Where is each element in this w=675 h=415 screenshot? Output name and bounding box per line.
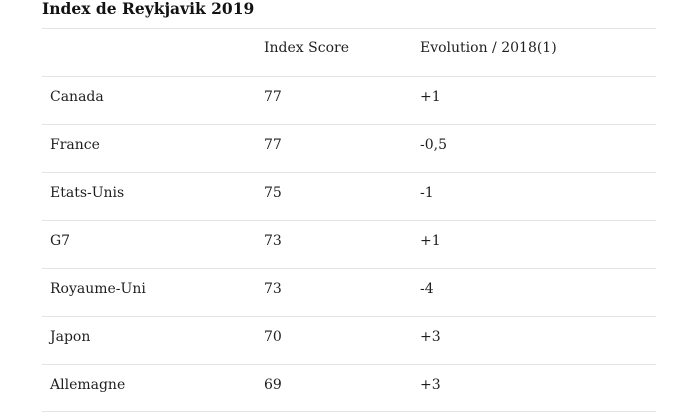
score-cell: 77 — [264, 137, 282, 153]
evolution-cell: -0,5 — [420, 137, 447, 153]
evolution-cell: -1 — [420, 185, 434, 201]
evolution-cell: +3 — [420, 377, 441, 393]
evolution-cell: +1 — [420, 89, 441, 105]
score-cell: 73 — [264, 233, 282, 249]
header-evolution: Evolution / 2018(1) — [420, 40, 557, 56]
table-row: Royaume-Uni 73 -4 — [42, 268, 656, 316]
score-cell: 77 — [264, 89, 282, 105]
table-header-row: Index Score Evolution / 2018(1) — [42, 28, 656, 76]
evolution-cell: -4 — [420, 281, 434, 297]
country-cell: Canada — [50, 89, 104, 105]
country-cell: France — [50, 137, 100, 153]
header-index-score: Index Score — [264, 40, 349, 56]
country-cell: Japon — [50, 329, 91, 345]
table-row: Canada 77 +1 — [42, 76, 656, 124]
table-row: Etats-Unis 75 -1 — [42, 172, 656, 220]
country-cell: Royaume-Uni — [50, 281, 146, 297]
table-title: Index de Reykjavik 2019 — [42, 0, 255, 18]
score-cell: 73 — [264, 281, 282, 297]
table-row: Japon 70 +3 — [42, 316, 656, 364]
table-row: G7 73 +1 — [42, 220, 656, 268]
country-cell: Etats-Unis — [50, 185, 125, 201]
table-row: Allemagne 69 +3 — [42, 364, 656, 412]
reykjavik-index-table: Index Score Evolution / 2018(1) Canada 7… — [42, 28, 656, 412]
score-cell: 70 — [264, 329, 282, 345]
evolution-cell: +3 — [420, 329, 441, 345]
score-cell: 75 — [264, 185, 282, 201]
evolution-cell: +1 — [420, 233, 441, 249]
country-cell: G7 — [50, 233, 71, 249]
table-row: France 77 -0,5 — [42, 124, 656, 172]
score-cell: 69 — [264, 377, 282, 393]
country-cell: Allemagne — [50, 377, 126, 393]
